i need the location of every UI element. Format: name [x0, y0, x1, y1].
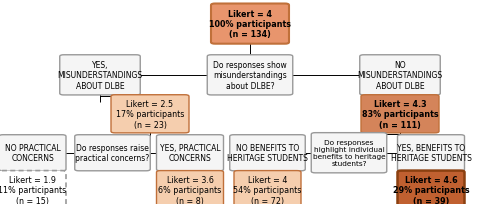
Text: NO BENEFITS TO
HERITAGE STUDENTS: NO BENEFITS TO HERITAGE STUDENTS	[227, 143, 308, 163]
FancyBboxPatch shape	[361, 95, 439, 133]
FancyBboxPatch shape	[156, 135, 224, 171]
Text: Likert = 2.5
17% participants
(n = 23): Likert = 2.5 17% participants (n = 23)	[116, 99, 184, 129]
FancyBboxPatch shape	[156, 171, 224, 204]
Text: Do responses
highlight individual
benefits to heritage
students?: Do responses highlight individual benefi…	[312, 140, 386, 166]
FancyBboxPatch shape	[111, 95, 189, 133]
FancyBboxPatch shape	[0, 135, 66, 171]
Text: YES,
MISUNDERSTANDINGS
ABOUT DLBE: YES, MISUNDERSTANDINGS ABOUT DLBE	[58, 61, 142, 90]
Text: Likert = 4.6
29% participants
(n = 39): Likert = 4.6 29% participants (n = 39)	[392, 175, 469, 204]
Text: YES, BENEFITS TO
HERITAGE STUDENTS: YES, BENEFITS TO HERITAGE STUDENTS	[390, 143, 471, 163]
FancyBboxPatch shape	[360, 55, 440, 95]
Text: NO PRACTICAL
CONCERNS: NO PRACTICAL CONCERNS	[4, 143, 60, 163]
Text: Do responses raise
practical concerns?: Do responses raise practical concerns?	[76, 143, 150, 163]
FancyBboxPatch shape	[0, 171, 66, 204]
Text: NO
MISUNDERSTANDINGS
ABOUT DLBE: NO MISUNDERSTANDINGS ABOUT DLBE	[358, 61, 442, 90]
FancyBboxPatch shape	[208, 55, 292, 95]
Text: Likert = 1.9
11% participants
(n = 15): Likert = 1.9 11% participants (n = 15)	[0, 175, 66, 204]
Text: Likert = 3.6
6% participants
(n = 8): Likert = 3.6 6% participants (n = 8)	[158, 175, 222, 204]
FancyBboxPatch shape	[398, 135, 464, 171]
FancyBboxPatch shape	[311, 133, 387, 173]
Text: Likert = 4
54% participants
(n = 72): Likert = 4 54% participants (n = 72)	[234, 175, 302, 204]
FancyBboxPatch shape	[211, 4, 289, 44]
FancyBboxPatch shape	[230, 135, 305, 171]
Text: Likert = 4
100% participants
(n = 134): Likert = 4 100% participants (n = 134)	[209, 10, 291, 39]
Text: Likert = 4.3
83% participants
(n = 111): Likert = 4.3 83% participants (n = 111)	[362, 99, 438, 129]
FancyBboxPatch shape	[398, 171, 464, 204]
Text: Do responses show
misunderstandings
about DLBE?: Do responses show misunderstandings abou…	[213, 61, 287, 90]
Text: YES, PRACTICAL
CONCERNS: YES, PRACTICAL CONCERNS	[160, 143, 220, 163]
FancyBboxPatch shape	[60, 55, 140, 95]
FancyBboxPatch shape	[75, 135, 150, 171]
FancyBboxPatch shape	[234, 171, 301, 204]
